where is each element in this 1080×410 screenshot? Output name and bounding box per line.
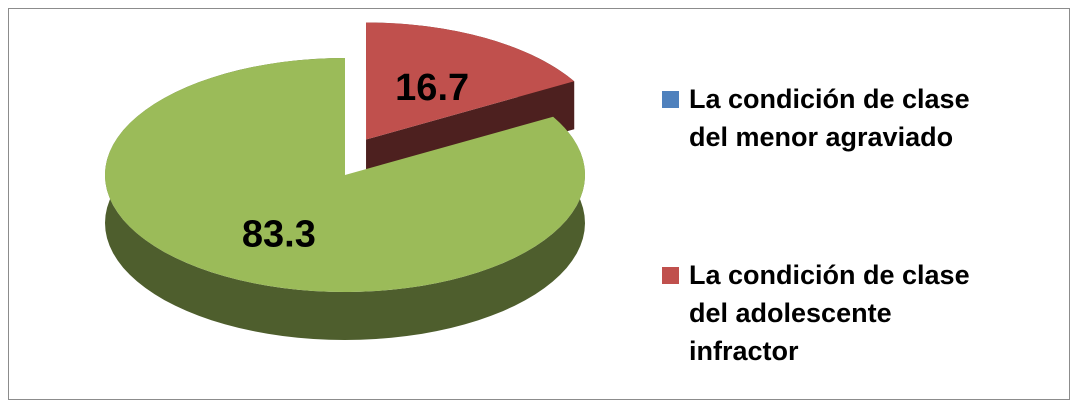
legend-item: La condición de clase del menor agraviad… — [662, 80, 1002, 156]
slice — [366, 22, 575, 140]
legend-label: La condición de clase del menor agraviad… — [689, 84, 970, 152]
legend-swatch — [662, 267, 679, 284]
chart-border — [8, 8, 1070, 400]
data-label: 16.7 — [395, 67, 469, 109]
legend-item: La condición de clase del adolescente in… — [662, 256, 1002, 370]
legend-swatch — [662, 91, 679, 108]
legend-label: La condición de clase del adolescente in… — [689, 260, 970, 366]
slice — [105, 58, 586, 292]
data-label: 83.3 — [242, 214, 316, 256]
